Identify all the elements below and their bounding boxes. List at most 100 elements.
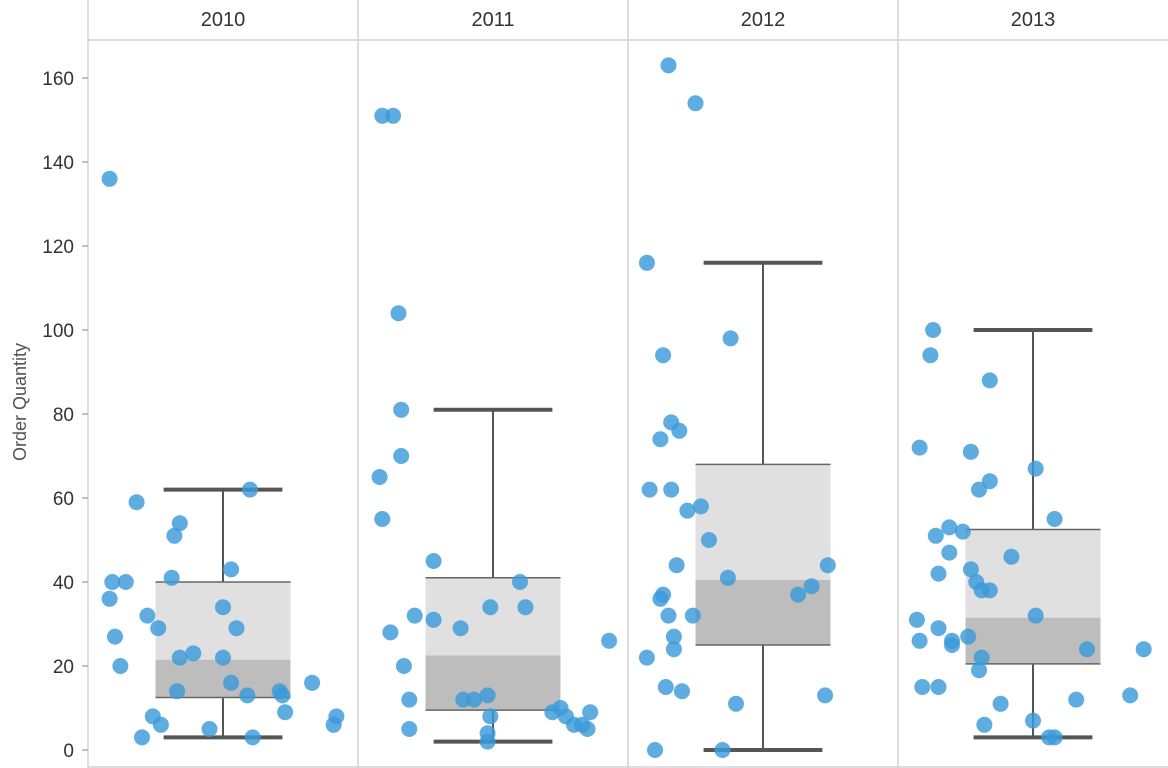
data-point	[719, 569, 736, 586]
data-point	[663, 481, 680, 498]
data-point	[185, 645, 202, 662]
y-tick-label: 0	[63, 741, 74, 762]
data-point	[482, 599, 499, 616]
year-header-label: 2013	[1011, 9, 1056, 31]
data-point	[701, 532, 717, 548]
panel-2010: 2010	[101, 9, 345, 746]
data-point	[1046, 511, 1063, 527]
data-point	[655, 586, 672, 603]
data-point	[1122, 687, 1139, 704]
data-point	[655, 347, 672, 364]
data-point	[512, 574, 528, 590]
y-tick-label: 40	[53, 573, 74, 594]
y-tick-label: 100	[42, 321, 74, 342]
data-point	[223, 561, 240, 578]
data-point	[239, 687, 256, 704]
data-point	[914, 679, 931, 695]
data-point	[395, 658, 412, 674]
data-point	[930, 620, 947, 637]
data-point	[908, 611, 925, 628]
data-point	[201, 721, 218, 737]
data-point	[971, 481, 987, 498]
data-point	[393, 401, 410, 418]
y-tick-label: 60	[53, 489, 74, 510]
data-point	[139, 607, 156, 624]
y-tick-label: 20	[53, 657, 74, 678]
data-point	[393, 448, 410, 464]
data-point	[371, 469, 388, 485]
data-point	[479, 687, 496, 704]
data-point	[425, 611, 442, 628]
data-point	[406, 607, 423, 624]
data-point	[166, 527, 183, 544]
data-point	[117, 574, 134, 590]
panel-2012: 2012	[627, 0, 836, 768]
data-point	[679, 502, 696, 519]
year-header-label: 2011	[471, 9, 514, 31]
data-point	[960, 628, 977, 645]
data-point	[390, 305, 407, 322]
data-point	[152, 716, 169, 733]
panel-2013: 2013	[897, 0, 1152, 768]
data-point	[714, 742, 731, 758]
data-point	[374, 511, 391, 527]
box-upper-quartile	[155, 582, 291, 660]
data-point	[128, 494, 145, 511]
data-point	[992, 695, 1009, 712]
data-point	[382, 624, 399, 641]
data-point	[930, 565, 947, 582]
data-point	[638, 254, 655, 271]
data-point	[582, 704, 599, 721]
data-point	[687, 95, 704, 112]
data-point	[215, 649, 231, 666]
data-point	[817, 687, 834, 704]
data-point	[971, 662, 987, 679]
data-point	[579, 721, 596, 737]
year-panels: 2010 2011 2012 2013	[101, 0, 1152, 768]
data-point	[922, 347, 939, 364]
data-point	[1027, 607, 1044, 624]
data-point	[665, 641, 682, 658]
y-tick-label: 120	[42, 237, 74, 258]
data-point	[466, 691, 483, 708]
data-point	[328, 708, 345, 725]
data-point	[104, 574, 121, 590]
data-point	[728, 695, 744, 712]
data-point	[171, 515, 188, 532]
data-point	[171, 649, 188, 666]
data-point	[944, 632, 960, 649]
data-point	[819, 557, 836, 574]
data-point	[638, 649, 655, 666]
data-point	[647, 742, 663, 758]
data-point	[425, 553, 442, 569]
data-point	[163, 569, 180, 586]
data-point	[1135, 641, 1152, 658]
data-point	[242, 481, 258, 498]
data-point	[452, 620, 469, 637]
data-point	[1079, 641, 1095, 658]
data-point	[215, 599, 231, 616]
data-point	[641, 481, 658, 498]
box-upper-quartile	[695, 464, 831, 580]
data-point	[941, 519, 958, 536]
data-point	[401, 721, 418, 737]
data-point	[107, 628, 123, 645]
data-point	[274, 687, 291, 704]
data-point	[657, 679, 674, 695]
data-point	[927, 527, 944, 544]
data-point	[150, 620, 167, 637]
data-point	[101, 590, 118, 607]
y-axis: Order Quantity 0 20 40 60 80 100 120 140 160	[10, 69, 88, 762]
data-point	[228, 620, 245, 637]
data-point	[925, 322, 942, 338]
data-point	[1046, 729, 1063, 746]
data-point	[674, 683, 690, 700]
data-point	[981, 582, 998, 599]
data-point	[803, 578, 820, 595]
data-point	[790, 586, 807, 603]
data-point	[385, 107, 402, 124]
year-header-label: 2010	[201, 9, 246, 31]
data-point	[941, 544, 958, 561]
year-header-label: 2012	[741, 9, 786, 31]
